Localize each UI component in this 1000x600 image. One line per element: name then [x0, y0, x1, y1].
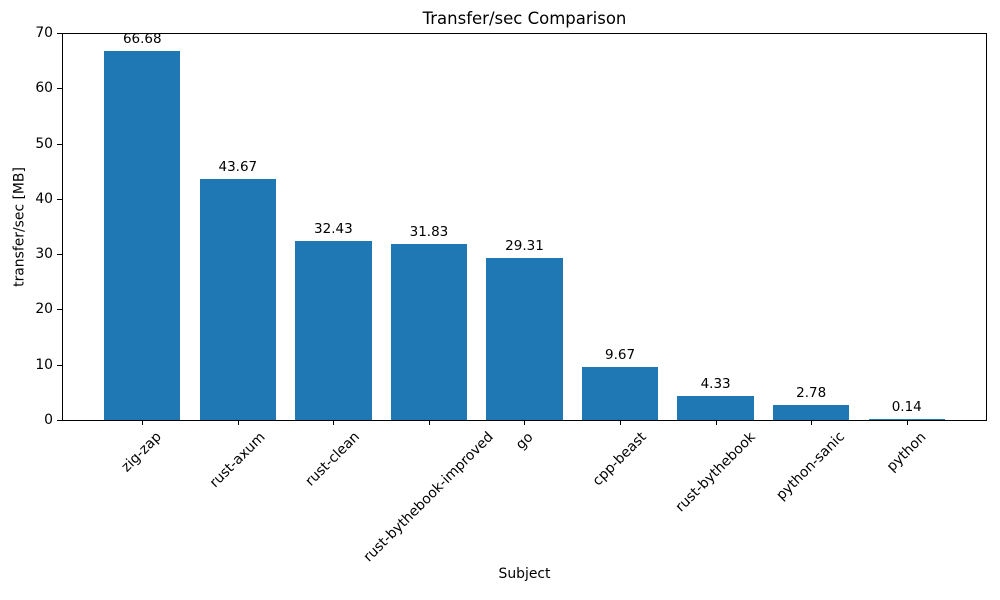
x-tick-label: rust-bythebook [672, 429, 759, 516]
y-tick-label: 50 [35, 136, 53, 152]
y-axis-label-text: transfer/sec [MB] [11, 167, 28, 287]
y-tick-label: 70 [35, 25, 53, 41]
chart-title: Transfer/sec Comparison [422, 9, 627, 28]
y-tick-mark [57, 199, 62, 200]
y-tick-label: 30 [35, 246, 53, 262]
bar-python [868, 419, 945, 420]
x-tick-label: python-sanic [773, 429, 849, 504]
bar-zig-zap [104, 51, 181, 420]
bar-rust-clean [295, 241, 372, 420]
x-tick-mark [620, 420, 621, 425]
x-tick-mark [716, 420, 717, 425]
x-tick-label: cpp-beast [589, 429, 650, 490]
x-tick-mark [429, 420, 430, 425]
x-tick-mark [333, 420, 334, 425]
y-tick-label: 40 [35, 191, 53, 207]
x-tick-label: go [512, 428, 536, 453]
bar-value-label: 2.78 [796, 385, 827, 401]
x-tick-label: rust-bythebook-improved [360, 429, 497, 566]
bar-value-label: 4.33 [700, 376, 731, 392]
bar-value-label: 29.31 [505, 238, 544, 254]
bar-value-label: 32.43 [314, 221, 353, 237]
y-tick-label: 60 [35, 80, 53, 96]
y-tick-mark [57, 309, 62, 310]
bar-value-label: 9.67 [605, 347, 636, 363]
y-tick-mark [57, 420, 62, 421]
x-tick-mark [907, 420, 908, 425]
x-tick-label: zig-zap [118, 429, 166, 476]
x-tick-mark [811, 420, 812, 425]
y-tick-label: 10 [35, 357, 53, 373]
x-tick-label: python [883, 429, 930, 475]
bar-value-label: 43.67 [218, 159, 258, 175]
bar-rust-bythebook [677, 396, 754, 420]
y-tick-mark [57, 33, 62, 34]
bar-rust-axum [199, 179, 277, 420]
y-tick-mark [57, 88, 62, 89]
x-tick-mark [238, 420, 239, 425]
y-tick-mark [57, 254, 62, 255]
x-axis-label: Subject [498, 566, 551, 582]
bar-go [486, 258, 563, 420]
x-tick-mark [524, 420, 525, 425]
y-tick-label: 20 [35, 301, 53, 317]
bar-value-label: 31.83 [409, 224, 449, 240]
x-tick-label: rust-clean [302, 429, 364, 490]
y-tick-mark [57, 365, 62, 366]
bar-python-sanic [772, 405, 850, 420]
x-tick-label: rust-axum [206, 428, 269, 491]
bar-value-label: 66.68 [122, 31, 162, 47]
bar-rust-bythebook-improved [390, 244, 468, 420]
bar-cpp-beast [581, 367, 659, 420]
y-tick-mark [57, 144, 62, 145]
x-tick-mark [142, 420, 143, 425]
y-tick-label: 0 [44, 412, 53, 428]
bar-value-label: 0.14 [891, 399, 922, 415]
